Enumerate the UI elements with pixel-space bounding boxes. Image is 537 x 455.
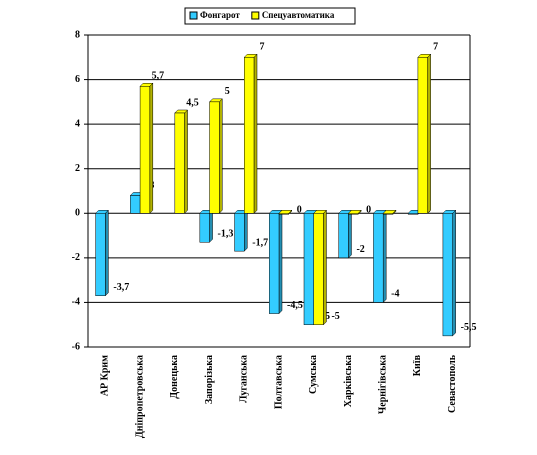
bar [313,213,324,325]
bar [199,213,210,243]
legend-box [184,7,356,25]
y-tick-label: -2 [72,252,80,263]
value-label: 0 [366,205,371,216]
value-label: 0 [297,205,302,216]
bar-side [253,53,258,214]
y-tick-label: 4 [75,118,80,129]
bar-group [199,209,214,243]
bar-group [233,209,248,252]
bar [209,101,220,214]
value-label: 5 [225,86,230,97]
bar [244,57,255,214]
bar-group [338,209,353,259]
bar-side [427,53,431,214]
bar-group [313,209,328,326]
bar [417,57,428,214]
value-label: 7 [259,42,264,53]
bar-side [452,209,456,337]
bar [338,213,349,259]
bar-side [209,209,213,243]
bar-side [382,209,387,304]
bar-group [139,82,154,214]
x-tick-label: Донецька [169,355,180,399]
legend-label: Фонгарот [200,10,240,20]
bar-side [184,109,188,214]
bar [174,112,185,214]
bar [130,195,141,214]
bar-group [174,109,189,214]
x-tick-label: Дніпропетровська [134,355,145,438]
legend-swatch [251,11,260,20]
bar [382,213,394,215]
value-label: 4,5 [186,97,199,108]
bar-group [382,209,397,215]
bar [95,213,106,296]
bar-side [219,98,223,214]
x-tick-label: АР Крим [100,355,111,396]
bar-group [417,53,432,214]
bar [303,213,314,325]
value-label: -1,7 [252,237,268,248]
y-tick-label: -4 [72,297,80,308]
legend-label: Спецуавтоматика [262,10,335,20]
bar-side [105,209,109,297]
x-tick-label: Севастополь [447,354,458,413]
value-label: -5 [331,311,339,322]
x-tick-label: Чернігівська [377,355,388,414]
bar-side [278,209,283,315]
bar-group [372,209,387,304]
bar-group [347,209,362,215]
bar-group [442,209,457,337]
y-tick-label: 0 [75,208,80,219]
legend: Фонгарот Спецуавтоматика [184,7,356,25]
value-label: -5,5 [461,322,477,333]
y-tick-label: 2 [75,163,80,174]
y-tick-label: 6 [75,74,80,85]
value-label: -1,3 [218,229,234,240]
bar-side [323,209,327,326]
legend-swatch [189,11,198,20]
bar-group [268,209,283,315]
y-tick-label: -6 [72,341,80,352]
bar [269,213,280,314]
value-label: 5,7 [152,71,165,82]
x-tick-label: Запорізька [204,355,215,404]
bar [234,213,245,252]
value-label: -4,5 [287,300,303,311]
value-label: -2 [356,244,364,255]
bar-side [348,209,352,259]
bar [407,213,419,215]
x-tick-label: Харківська [343,355,354,407]
value-label: -3,7 [113,282,129,293]
bar [373,213,384,303]
bar [442,213,453,337]
bar-group [278,209,293,215]
bar-group [95,209,109,297]
x-tick-label: Полтавська [273,355,284,409]
bar [348,213,359,215]
y-tick-label: 8 [75,29,80,40]
x-tick-label: Сумська [308,355,319,394]
x-tick-label: Київ [412,354,423,376]
bar-group [208,98,223,214]
bar-side [149,82,154,214]
bar [139,86,151,214]
bar-group [243,53,258,214]
x-tick-label: Луганська [239,355,250,403]
bar-side [244,209,248,252]
value-label: -4 [391,289,399,300]
bar [278,213,289,215]
value-label: 7 [433,42,438,53]
